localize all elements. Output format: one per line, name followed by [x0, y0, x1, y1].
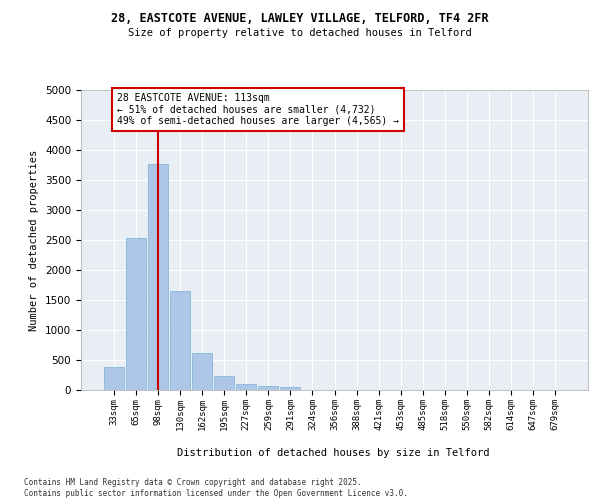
Text: 28, EASTCOTE AVENUE, LAWLEY VILLAGE, TELFORD, TF4 2FR: 28, EASTCOTE AVENUE, LAWLEY VILLAGE, TEL…: [111, 12, 489, 26]
Bar: [126, 238, 146, 390]
Y-axis label: Number of detached properties: Number of detached properties: [29, 150, 40, 330]
Bar: [280, 387, 301, 390]
Text: 28 EASTCOTE AVENUE: 113sqm
← 51% of detached houses are smaller (4,732)
49% of s: 28 EASTCOTE AVENUE: 113sqm ← 51% of deta…: [117, 93, 399, 126]
Text: Distribution of detached houses by size in Telford: Distribution of detached houses by size …: [177, 448, 489, 458]
Bar: [148, 164, 168, 390]
Bar: [192, 354, 212, 390]
Bar: [214, 376, 234, 390]
Bar: [236, 384, 256, 390]
Text: Size of property relative to detached houses in Telford: Size of property relative to detached ho…: [128, 28, 472, 38]
Bar: [259, 386, 278, 390]
Bar: [170, 291, 190, 390]
Text: Contains HM Land Registry data © Crown copyright and database right 2025.
Contai: Contains HM Land Registry data © Crown c…: [24, 478, 408, 498]
Bar: [104, 367, 124, 390]
